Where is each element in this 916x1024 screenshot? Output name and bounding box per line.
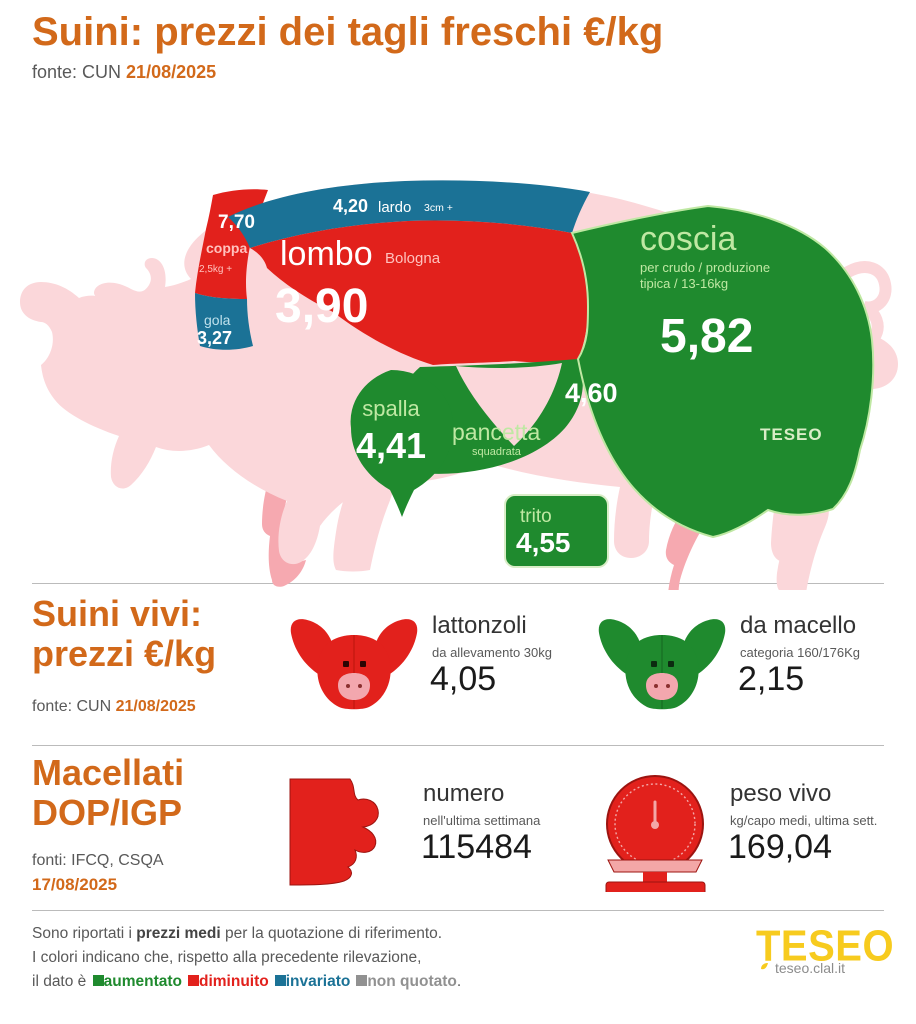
svg-text:4,60: 4,60 <box>565 378 618 408</box>
svg-text:coscia: coscia <box>640 220 736 258</box>
svg-text:per crudo / produzione: per crudo / produzione <box>640 260 770 275</box>
svg-text:squadrata: squadrata <box>472 446 522 458</box>
svg-text:3,27: 3,27 <box>197 328 232 348</box>
svg-text:4,20: 4,20 <box>333 196 368 216</box>
svg-text:spalla: spalla <box>362 396 420 421</box>
svg-text:5,82: 5,82 <box>660 310 753 363</box>
svg-text:lardo: lardo <box>378 199 411 216</box>
svg-text:3cm +: 3cm + <box>424 202 453 214</box>
svg-text:3,90: 3,90 <box>275 280 368 333</box>
svg-text:coppa: coppa <box>206 240 247 256</box>
svg-text:4,41: 4,41 <box>356 425 426 466</box>
svg-text:pancetta: pancetta <box>452 419 540 445</box>
svg-text:TESEO: TESEO <box>760 425 823 444</box>
svg-text:gola: gola <box>204 312 231 328</box>
svg-text:trito: trito <box>520 506 552 527</box>
svg-text:2,5kg +: 2,5kg + <box>199 264 232 275</box>
svg-text:lombo: lombo <box>280 235 373 273</box>
svg-text:tipica / 13-16kg: tipica / 13-16kg <box>640 276 728 291</box>
svg-text:7,70: 7,70 <box>218 212 255 233</box>
svg-text:Bologna: Bologna <box>385 250 441 267</box>
svg-text:4,55: 4,55 <box>516 527 571 558</box>
